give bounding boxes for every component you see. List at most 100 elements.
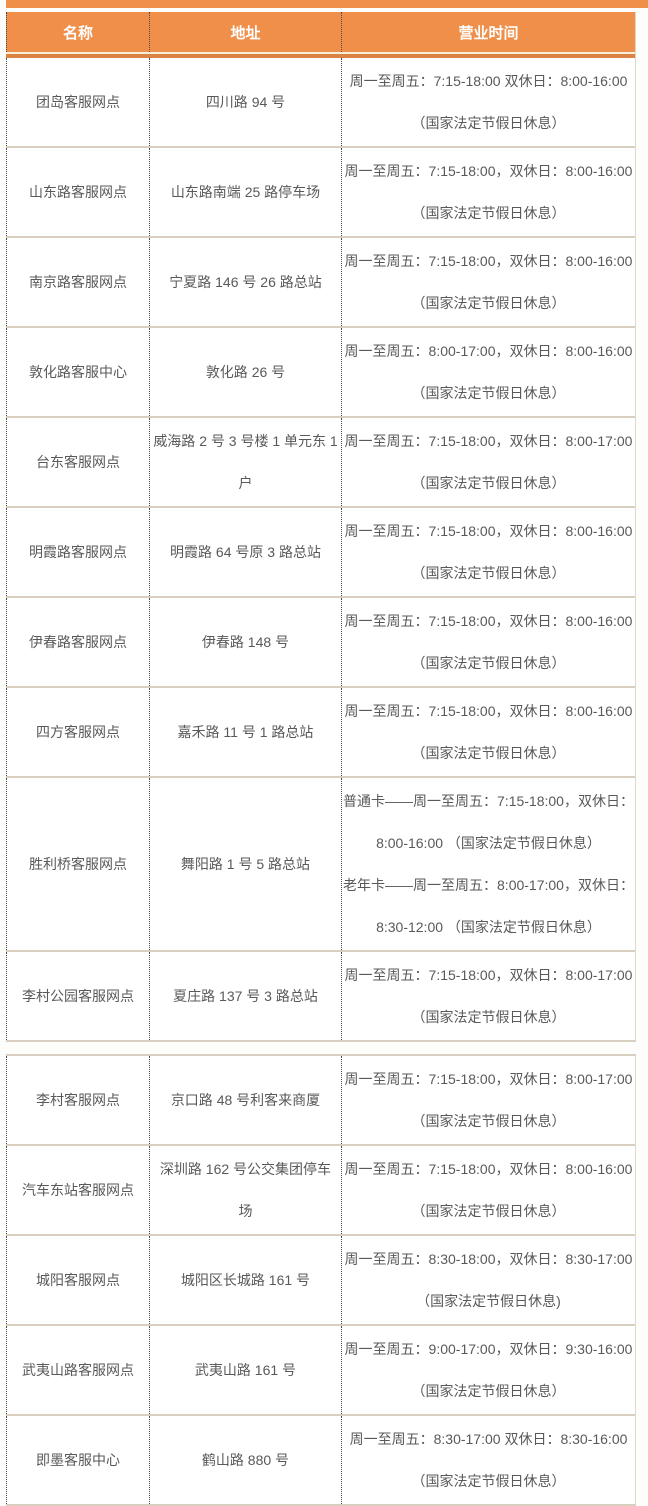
address-line: 鹤山路 880 号 bbox=[201, 1452, 290, 1468]
table-row: 台东客服网点 威海路 2 号 3 号楼 1 单元东 1 户 周一至周五：7:15-18… bbox=[6, 416, 635, 506]
hours-cell: 周一至周五：7:15-18:00，双休日：8:00-17:00 （国家法定节假日休… bbox=[341, 1056, 635, 1144]
name-cell: 伊春路客服网点 bbox=[6, 598, 149, 686]
hours-line: （国家法定节假日休息） bbox=[411, 295, 566, 311]
table-row: 伊春路客服网点 伊春路 148 号 周一至周五：7:15-18:00，双休日：8:0… bbox=[6, 596, 635, 686]
hours-line: （国家法定节假日休息） bbox=[411, 565, 566, 581]
hours-cell: 普通卡——周一至周五：7:15-18:00，双休日： 8:00-16:00 （国家… bbox=[341, 778, 635, 950]
store-name: 敦化路客服中心 bbox=[29, 364, 127, 380]
hours-cell: 周一至周五：7:15-18:00 双休日：8:00-16:00 （国家法定节假日休… bbox=[341, 58, 635, 146]
address-cell: 伊春路 148 号 bbox=[149, 598, 341, 686]
address-line: 夏庄路 137 号 3 路总站 bbox=[173, 988, 318, 1004]
hours-line: 周一至周五：8:30-17:00 双休日：8:30-16:00 bbox=[349, 1431, 628, 1447]
name-cell: 即墨客服中心 bbox=[6, 1416, 149, 1504]
address-line: 武夷山路 161 号 bbox=[194, 1362, 297, 1378]
address-cell: 威海路 2 号 3 号楼 1 单元东 1 户 bbox=[149, 418, 341, 506]
table-header-row: 名称 地址 营业时间 bbox=[6, 12, 635, 54]
column-header-hours: 营业时间 bbox=[341, 12, 635, 52]
table-row: 敦化路客服中心 敦化路 26 号 周一至周五：8:00-17:00，双休日：8:00… bbox=[6, 326, 635, 416]
address-cell: 嘉禾路 11 号 1 路总站 bbox=[149, 688, 341, 776]
hours-cell: 周一至周五：8:30-17:00 双休日：8:30-16:00 （国家法定节假日休… bbox=[341, 1416, 635, 1504]
table-row: 南京路客服网点 宁夏路 146 号 26 路总站 周一至周五：7:15-18:00，… bbox=[6, 236, 635, 326]
name-cell: 敦化路客服中心 bbox=[6, 328, 149, 416]
hours-cell: 周一至周五：7:15-18:00，双休日：8:00-17:00 （国家法定节假日休… bbox=[341, 418, 635, 506]
store-name: 李村公园客服网点 bbox=[22, 988, 134, 1004]
table-body-lower: 李村客服网点 京口路 48 号利客来商厦 周一至周五：7:15-18:00，双休日：… bbox=[6, 1056, 635, 1504]
address-cell: 夏庄路 137 号 3 路总站 bbox=[149, 952, 341, 1040]
hours-line: （国家法定节假日休息） bbox=[411, 745, 566, 761]
hours-line: （国家法定节假日休息） bbox=[411, 1203, 566, 1219]
table-row: 武夷山路客服网点 武夷山路 161 号 周一至周五：9:00-17:00，双休日：9… bbox=[6, 1324, 635, 1414]
hours-cell: 周一至周五：7:15-18:00，双休日：8:00-16:00 （国家法定节假日休… bbox=[341, 1146, 635, 1234]
hours-cell: 周一至周五：9:00-17:00，双休日：9:30-16:00 （国家法定节假日休… bbox=[341, 1326, 635, 1414]
hours-line: （国家法定节假日休息） bbox=[411, 475, 566, 491]
hours-line: 周一至周五：7:15-18:00，双休日：8:00-16:00 bbox=[344, 523, 633, 539]
table-row: 山东路客服网点 山东路南端 25 路停车场 周一至周五：7:15-18:00，双休日… bbox=[6, 146, 635, 236]
hours-line: 周一至周五：7:15-18:00，双休日：8:00-16:00 bbox=[344, 163, 633, 179]
hours-cell: 周一至周五：7:15-18:00，双休日：8:00-16:00 （国家法定节假日休… bbox=[341, 598, 635, 686]
name-cell: 四方客服网点 bbox=[6, 688, 149, 776]
store-name: 武夷山路客服网点 bbox=[22, 1362, 134, 1378]
store-name: 四方客服网点 bbox=[36, 724, 120, 740]
table-row: 即墨客服中心 鹤山路 880 号 周一至周五：8:30-17:00 双休日：8:30… bbox=[6, 1414, 635, 1504]
hours-cell: 周一至周五：7:15-18:00，双休日：8:00-16:00 （国家法定节假日休… bbox=[341, 238, 635, 326]
address-cell: 山东路南端 25 路停车场 bbox=[149, 148, 341, 236]
address-line: 深圳路 162 号公交集团停车 bbox=[159, 1161, 332, 1177]
address-line: 户 bbox=[238, 475, 253, 491]
address-line: 嘉禾路 11 号 1 路总站 bbox=[177, 724, 314, 740]
store-name: 胜利桥客服网点 bbox=[29, 856, 127, 872]
hours-line: 周一至周五：7:15-18:00，双休日：8:00-16:00 bbox=[344, 1161, 633, 1177]
address-line: 宁夏路 146 号 26 路总站 bbox=[169, 274, 322, 290]
address-line: 场 bbox=[238, 1203, 253, 1219]
header-underline bbox=[6, 54, 635, 58]
hours-cell: 周一至周五：7:15-18:00，双休日：8:00-16:00 （国家法定节假日休… bbox=[341, 688, 635, 776]
hours-line: 普通卡——周一至周五：7:15-18:00，双休日： bbox=[343, 793, 634, 809]
address-cell: 深圳路 162 号公交集团停车场 bbox=[149, 1146, 341, 1234]
address-line: 京口路 48 号利客来商厦 bbox=[170, 1092, 321, 1108]
name-cell: 汽车东站客服网点 bbox=[6, 1146, 149, 1234]
store-name: 李村客服网点 bbox=[36, 1092, 120, 1108]
name-cell: 城阳客服网点 bbox=[6, 1236, 149, 1324]
service-points-table: 名称 地址 营业时间 团岛客服网点 四川路 94 号周一至周五：7:15-18:0… bbox=[6, 12, 636, 1042]
store-name: 南京路客服网点 bbox=[29, 274, 127, 290]
hours-line: 周一至周五：7:15-18:00，双休日：8:00-16:00 bbox=[344, 613, 633, 629]
hours-line: （国家法定节假日休息） bbox=[411, 205, 566, 221]
store-name: 台东客服网点 bbox=[36, 454, 120, 470]
name-cell: 南京路客服网点 bbox=[6, 238, 149, 326]
hours-cell: 周一至周五：7:15-18:00，双休日：8:00-17:00 （国家法定节假日休… bbox=[341, 952, 635, 1040]
hours-cell: 周一至周五：7:15-18:00，双休日：8:00-16:00 （国家法定节假日休… bbox=[341, 508, 635, 596]
name-cell: 武夷山路客服网点 bbox=[6, 1326, 149, 1414]
address-cell: 武夷山路 161 号 bbox=[149, 1326, 341, 1414]
address-cell: 明霞路 64 号原 3 路总站 bbox=[149, 508, 341, 596]
hours-line: 周一至周五：8:30-18:00，双休日：8:30-17:00 bbox=[344, 1251, 633, 1267]
hours-line: （国家法定节假日休息） bbox=[411, 385, 566, 401]
table-row: 城阳客服网点 城阳区长城路 161 号 周一至周五：8:30-18:00，双休日：8… bbox=[6, 1234, 635, 1324]
hours-line: 老年卡——周一至周五：8:00-17:00，双休日： bbox=[343, 877, 634, 893]
hours-line: 周一至周五：7:15-18:00，双休日：8:00-16:00 bbox=[344, 253, 633, 269]
hours-line: （国家法定节假日休息） bbox=[411, 1009, 566, 1025]
hours-line: 周一至周五：7:15-18:00，双休日：8:00-16:00 bbox=[344, 703, 633, 719]
address-cell: 宁夏路 146 号 26 路总站 bbox=[149, 238, 341, 326]
hours-cell: 周一至周五：8:30-18:00，双休日：8:30-17:00 （国家法定节假日休… bbox=[341, 1236, 635, 1324]
hours-line: 周一至周五：8:00-17:00，双休日：8:00-16:00 bbox=[344, 343, 633, 359]
address-line: 伊春路 148 号 bbox=[201, 634, 290, 650]
store-name: 即墨客服中心 bbox=[36, 1452, 120, 1468]
service-points-table-continued: 李村客服网点 京口路 48 号利客来商厦 周一至周五：7:15-18:00，双休日：… bbox=[6, 1054, 636, 1506]
table-row: 团岛客服网点 四川路 94 号 周一至周五：7:15-18:00 双休日：8:00-… bbox=[6, 58, 635, 146]
store-name: 汽车东站客服网点 bbox=[22, 1182, 134, 1198]
address-cell: 舞阳路 1 号 5 路总站 bbox=[149, 778, 341, 950]
column-header-address: 地址 bbox=[149, 12, 341, 52]
name-cell: 山东路客服网点 bbox=[6, 148, 149, 236]
address-line: 舞阳路 1 号 5 路总站 bbox=[180, 856, 311, 872]
name-cell: 李村公园客服网点 bbox=[6, 952, 149, 1040]
address-line: 山东路南端 25 路停车场 bbox=[170, 184, 321, 200]
store-name: 明霞路客服网点 bbox=[29, 544, 127, 560]
hours-line: 周一至周五：7:15-18:00，双休日：8:00-17:00 bbox=[344, 433, 633, 449]
table-row: 胜利桥客服网点 舞阳路 1 号 5 路总站 普通卡——周一至周五：7:15-18:0… bbox=[6, 776, 635, 950]
hours-line: 8:00-16:00 （国家法定节假日休息） bbox=[376, 835, 601, 851]
address-line: 城阳区长城路 161 号 bbox=[180, 1272, 311, 1288]
table-row: 四方客服网点 嘉禾路 11 号 1 路总站 周一至周五：7:15-18:00，双休日… bbox=[6, 686, 635, 776]
name-cell: 李村客服网点 bbox=[6, 1056, 149, 1144]
hours-line: （国家法定节假日休息） bbox=[411, 1473, 566, 1489]
store-name: 山东路客服网点 bbox=[29, 184, 127, 200]
hours-line: （国家法定节假日休息) bbox=[416, 1293, 561, 1309]
